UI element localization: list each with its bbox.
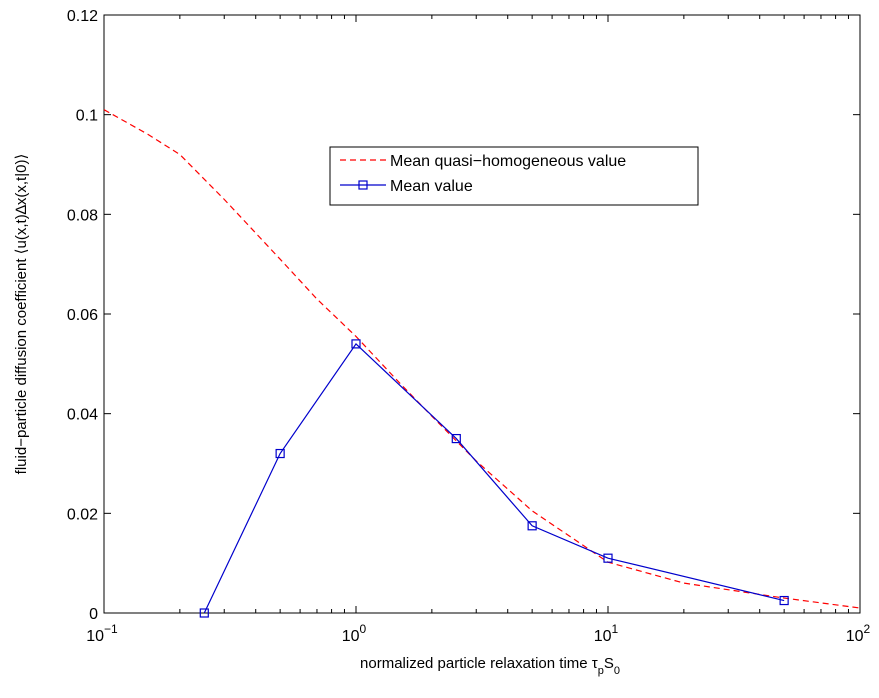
y-tick-label: 0.02 xyxy=(67,506,98,523)
series-line-0 xyxy=(103,109,861,609)
x-tick-label: 100 xyxy=(342,622,367,645)
y-tick-label: 0.12 xyxy=(67,8,98,25)
series-marker-1 xyxy=(199,608,209,618)
series-marker-1 xyxy=(527,521,537,531)
y-tick-label: 0.08 xyxy=(67,207,98,224)
y-axis-label: fluid−particle diffusion coefficient ⟨u(… xyxy=(13,154,30,475)
series-line-1 xyxy=(203,342,785,614)
y-tick-label: 0.1 xyxy=(76,108,98,125)
legend-label-mean-value: Mean value xyxy=(390,178,473,195)
series-marker-1 xyxy=(779,595,789,606)
series-marker-1 xyxy=(275,448,285,459)
y-tick-label: 0 xyxy=(89,606,98,623)
legend-box xyxy=(329,146,699,206)
legend-marker-mean-value xyxy=(358,180,368,190)
series-marker-1 xyxy=(603,553,613,563)
plot-frame xyxy=(103,14,861,614)
x-axis-label: normalized particle relaxation time τpS0 xyxy=(360,655,620,677)
ticks-layer: 0 0.02 0.04 0.06 0.08 0.1 0.12 10−1 100 101 102 xyxy=(67,8,871,645)
series-marker-1 xyxy=(451,433,461,444)
x-tick-label: 101 xyxy=(594,622,619,645)
x-tick-label: 102 xyxy=(846,622,871,645)
series-layer xyxy=(103,109,861,618)
x-tick-label: 10−1 xyxy=(86,622,118,645)
y-tick-label: 0.04 xyxy=(67,407,98,424)
y-tick-label: 0.06 xyxy=(67,307,98,324)
series-marker-1 xyxy=(351,339,361,349)
legend: Mean quasi−homogeneous value Mean value xyxy=(329,146,699,206)
legend-label-quasi-homogeneous: Mean quasi−homogeneous value xyxy=(390,153,626,170)
